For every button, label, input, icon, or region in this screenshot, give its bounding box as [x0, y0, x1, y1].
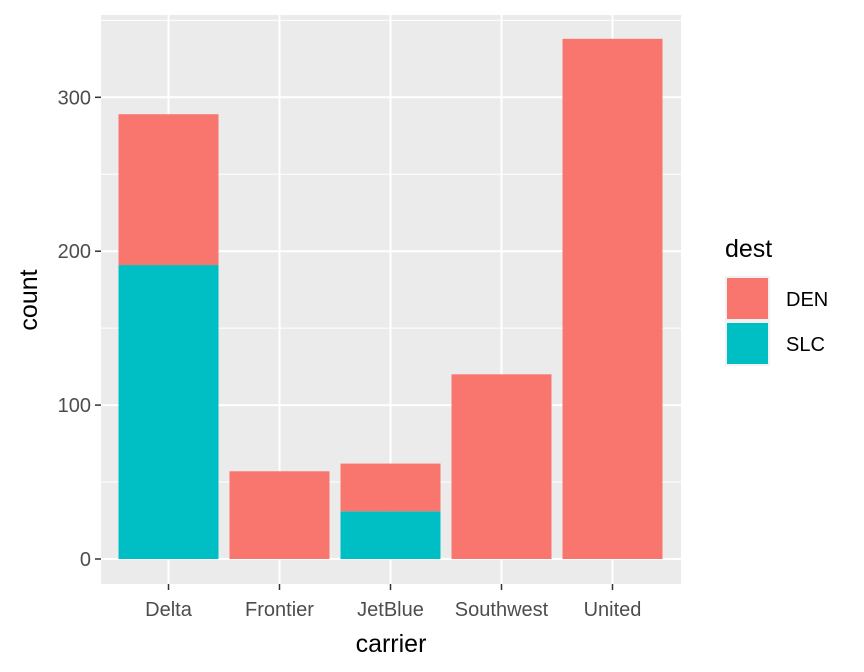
legend-key-slc — [727, 323, 768, 364]
bar-united-den — [562, 38, 663, 560]
legend-key-den — [727, 278, 768, 319]
bar-jetblue-slc — [340, 511, 441, 559]
bars — [118, 38, 663, 560]
y-axis-ticks: 0 100 200 300 — [58, 87, 101, 571]
x-tick-label: JetBlue — [357, 599, 424, 621]
bar-delta-slc — [118, 265, 219, 559]
x-tick-label: Southwest — [455, 599, 549, 621]
y-axis-title: count — [15, 269, 43, 330]
legend-items: DEN SLC — [725, 276, 828, 366]
bar-delta-den — [118, 114, 219, 266]
legend-label-den: DEN — [786, 289, 828, 311]
bar-southwest-den — [451, 374, 552, 559]
x-tick-label: United — [584, 599, 642, 621]
x-tick-label: Frontier — [245, 599, 314, 621]
y-tick-label: 200 — [58, 241, 91, 263]
legend-title: dest — [725, 235, 772, 263]
x-axis-title: carrier — [356, 630, 427, 658]
y-tick-label: 0 — [80, 549, 91, 571]
x-axis-ticks: Delta Frontier JetBlue Southwest United — [145, 584, 641, 621]
y-tick-label: 100 — [58, 395, 91, 417]
legend: dest DEN SLC — [725, 235, 828, 366]
legend-label-slc: SLC — [786, 334, 825, 356]
bar-jetblue-den — [340, 463, 441, 512]
bar-frontier-den — [229, 471, 330, 559]
x-tick-label: Delta — [145, 599, 193, 621]
y-tick-label: 300 — [58, 87, 91, 109]
